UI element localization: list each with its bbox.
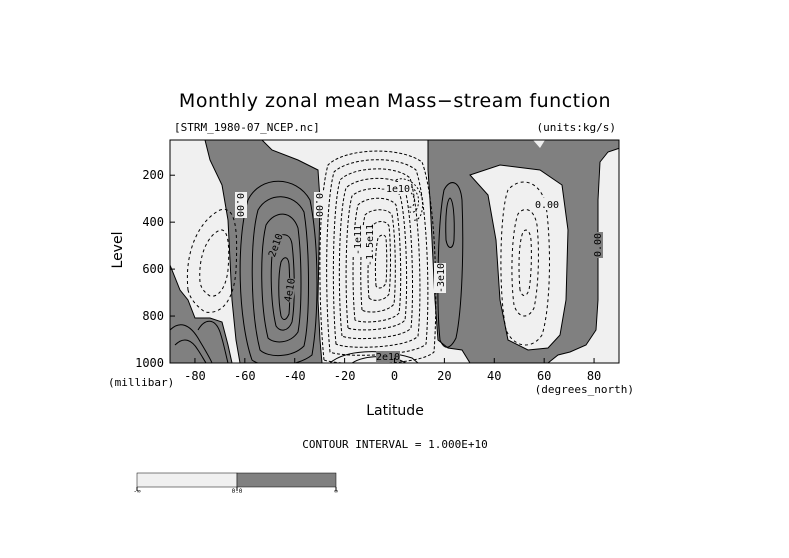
y-tick-label: 400 bbox=[142, 215, 164, 229]
y-tick-label: 600 bbox=[142, 262, 164, 276]
contour-hadley-5 bbox=[345, 187, 408, 331]
svg-text:-3e10: -3e10 bbox=[436, 263, 447, 293]
contour-label-neg-3e10: -3e10 bbox=[434, 263, 447, 293]
y-axis: 200 400 600 800 1000 bbox=[135, 168, 175, 370]
contour-pos-3e10 bbox=[261, 213, 302, 343]
contour-label-2e10-surface: 2e10 bbox=[376, 351, 400, 363]
y-tick-label: 800 bbox=[142, 309, 164, 323]
source-file-label: [STRM_1980-07_NCEP.nc] bbox=[174, 121, 320, 134]
x-tick-label: 60 bbox=[537, 369, 551, 383]
x-tick-label: 0 bbox=[391, 369, 398, 383]
contour-zero-ferrel-west bbox=[204, 140, 241, 363]
y-axis-units: (millibar) bbox=[108, 376, 174, 389]
colorbar: -∞ 0.0 ∞ bbox=[133, 472, 338, 495]
x-tick-label: 40 bbox=[487, 369, 501, 383]
contour-neg-south-2 bbox=[199, 229, 230, 297]
top-notch bbox=[533, 140, 545, 148]
contour-label-zero-4: 0.00 bbox=[591, 232, 604, 258]
contour-surface-1 bbox=[329, 351, 419, 363]
contours-northern-positive bbox=[437, 182, 464, 348]
colorbar-label-pos-inf: ∞ bbox=[334, 488, 338, 495]
contour-pos-4e10 bbox=[270, 234, 295, 331]
contour-nneg-2 bbox=[511, 208, 539, 317]
x-tick-label: 80 bbox=[587, 369, 601, 383]
contour-hadley-8 bbox=[367, 221, 391, 301]
positive-region-southern-ferrel bbox=[205, 140, 322, 363]
contour-interval-label: CONTOUR INTERVAL = 1.000E+10 bbox=[302, 438, 487, 451]
contour-label-neg-1-5e11: -1.5e11 bbox=[363, 224, 376, 266]
contour-npos-2 bbox=[445, 197, 455, 248]
x-axis-title: Latitude bbox=[366, 403, 424, 419]
plot-area: 0.00 0.00 0.00 0.00 2e10 4e10 bbox=[170, 140, 619, 363]
contour-zero-north-west bbox=[427, 140, 471, 363]
contours-zero bbox=[170, 140, 619, 363]
svg-text:4e10: 4e10 bbox=[283, 277, 298, 303]
contours-southern-polar bbox=[170, 320, 229, 363]
svg-text:-1.5e11: -1.5e11 bbox=[365, 224, 376, 266]
contour-label-zero-1: 0.00 bbox=[234, 192, 247, 218]
contour-label-4e10: 4e10 bbox=[281, 277, 298, 303]
contour-labels: 0.00 0.00 0.00 0.00 2e10 4e10 bbox=[234, 182, 604, 363]
contours-southern-negative bbox=[186, 208, 238, 313]
colorbar-positive-swatch bbox=[236, 472, 337, 488]
y-tick-label: 200 bbox=[142, 168, 164, 182]
svg-text:2e10: 2e10 bbox=[376, 352, 400, 363]
x-tick-label: -20 bbox=[334, 369, 356, 383]
contour-polar-2 bbox=[174, 339, 207, 363]
svg-text:0.00: 0.00 bbox=[313, 193, 324, 217]
contour-pos-2e10 bbox=[251, 196, 309, 356]
positive-region-southern-polar bbox=[170, 265, 232, 363]
x-tick-label: -40 bbox=[284, 369, 306, 383]
units-label: (units:kg/s) bbox=[537, 121, 616, 134]
contour-zero-south bbox=[170, 264, 233, 363]
contour-core-3 bbox=[395, 178, 423, 221]
colorbar-label-neg-inf: -∞ bbox=[133, 488, 141, 495]
chart-title: Monthly zonal mean Mass−stream function bbox=[179, 90, 611, 112]
contour-core-2 bbox=[403, 190, 415, 208]
svg-text:-1e10: -1e10 bbox=[380, 184, 410, 195]
contour-pos-5e10 bbox=[278, 257, 291, 320]
svg-text:0.00: 0.00 bbox=[535, 200, 559, 211]
x-tick-label: 20 bbox=[437, 369, 451, 383]
x-axis-units: (degrees_north) bbox=[535, 383, 634, 396]
contour-label-neg-1e11: -1e11 bbox=[351, 225, 364, 255]
colorbar-label-zero: 0.0 bbox=[232, 488, 243, 495]
x-axis: -80 -60 -40 -20 0 20 40 60 80 bbox=[184, 358, 601, 383]
svg-text:0.00: 0.00 bbox=[593, 233, 604, 257]
contour-polar-1 bbox=[170, 324, 213, 363]
contour-label-zero-3: 0.00 bbox=[534, 198, 560, 211]
y-axis-title: Level bbox=[110, 232, 126, 269]
contours-southern-ferrel bbox=[239, 180, 318, 363]
contour-hadley-2 bbox=[326, 159, 429, 356]
x-tick-label: -80 bbox=[184, 369, 206, 383]
svg-text:0.00: 0.00 bbox=[234, 193, 245, 217]
contour-label-zero-2: 0.00 bbox=[313, 192, 326, 218]
contour-hadley-3 bbox=[332, 168, 421, 348]
y-tick-label: 1000 bbox=[135, 356, 164, 370]
contour-zero-ferrel-east bbox=[261, 140, 323, 363]
contour-zero-north-east bbox=[547, 147, 619, 363]
contour-nneg-3 bbox=[518, 229, 532, 297]
svg-text:-1e11: -1e11 bbox=[353, 225, 364, 255]
contour-label-neg-1e10: -1e10 bbox=[380, 182, 410, 195]
contour-npos-1 bbox=[437, 182, 464, 348]
contour-pos-1e10 bbox=[239, 180, 318, 363]
x-tick-label: -60 bbox=[234, 369, 256, 383]
contour-polar-3 bbox=[197, 320, 229, 363]
contour-zero-north-inner bbox=[469, 164, 569, 351]
contour-hadley-1 bbox=[319, 150, 437, 363]
colorbar-negative-swatch bbox=[136, 472, 238, 488]
